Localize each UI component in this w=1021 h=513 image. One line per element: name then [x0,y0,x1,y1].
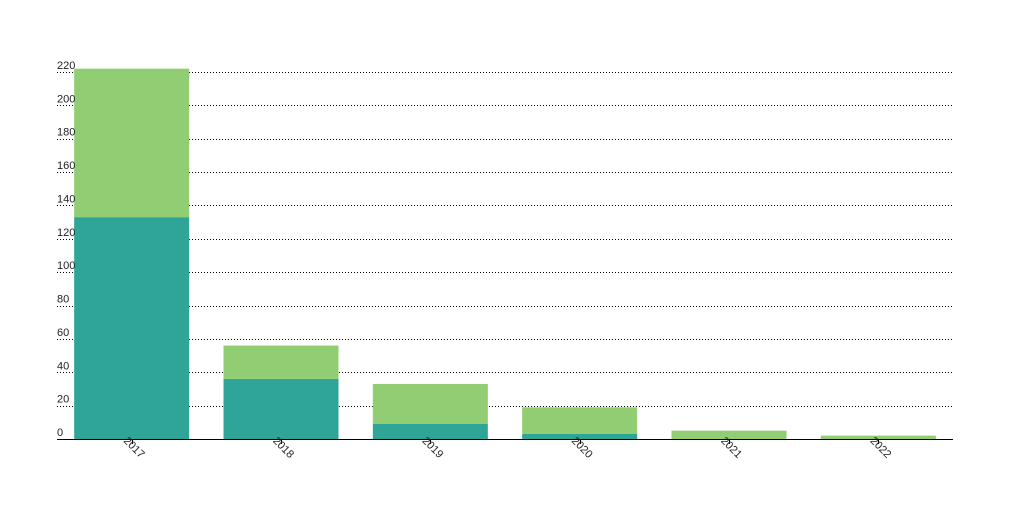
axes [57,439,953,444]
y-tick-labels: 0 20 40 60 80 100 120 140 160 180 200 220 [57,60,75,439]
y-tick-label-60: 60 [57,327,69,339]
y-tick-label-100: 100 [57,260,75,272]
bar-2019-series-2[interactable] [372,383,488,424]
y-tick-label-120: 120 [57,227,75,239]
bar-2018-series-1[interactable] [223,378,339,439]
y-tick-label-140: 140 [57,193,75,205]
y-tick-label-20: 20 [57,394,69,406]
bar-2022-series-2[interactable] [820,435,936,439]
y-tick-label-180: 180 [57,127,75,139]
bar-2021-series-2[interactable] [671,430,787,439]
y-tick-label-200: 200 [57,93,75,105]
bar-2019-series-1[interactable] [372,423,488,439]
y-tick-label-0: 0 [57,427,63,439]
y-tick-label-40: 40 [57,360,69,372]
y-tick-label-160: 160 [57,160,75,172]
bar-2020-series-1[interactable] [522,434,638,439]
y-tick-label-220: 220 [57,60,75,72]
y-tick-label-80: 80 [57,294,69,306]
gridlines [57,72,953,407]
bars [74,68,936,439]
bar-2018-series-2[interactable] [223,345,339,379]
bar-2020-series-2[interactable] [522,407,638,434]
bar-2017-series-2[interactable] [74,68,190,218]
bar-2017-series-1[interactable] [74,217,190,439]
